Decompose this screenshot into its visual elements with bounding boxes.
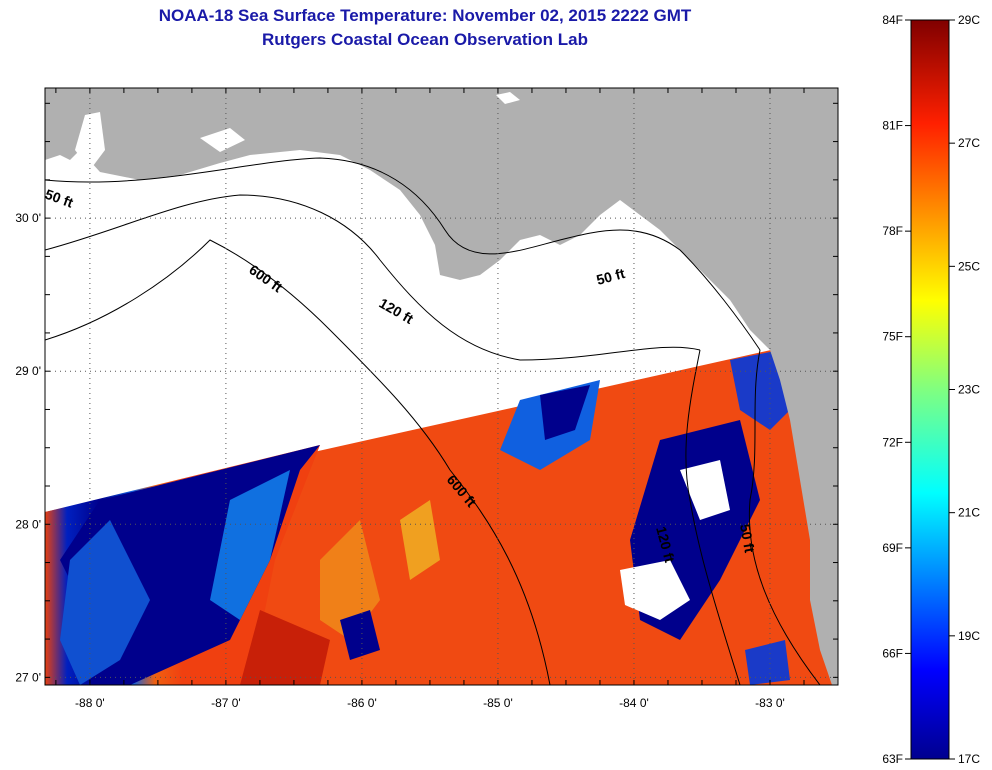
title-block: NOAA-18 Sea Surface Temperature: Novembe… — [40, 4, 810, 52]
map-title: NOAA-18 Sea Surface Temperature: Novembe… — [158, 6, 692, 25]
land-mass — [45, 88, 838, 685]
colorbar-celsius-label: 27C — [958, 136, 980, 150]
colorbar-fahrenheit-label: 69F — [882, 541, 903, 555]
map-subtitle: Rutgers Coastal Ocean Observation Lab — [262, 30, 588, 49]
colorbar: 29C 27C 25C 23C 21C 19C 17C 84F 81F 78F 75F 72F 69F 6… — [882, 13, 980, 766]
map-grid — [45, 88, 838, 685]
bathymetry-contours — [45, 157, 821, 685]
colorbar-celsius-label: 21C — [958, 506, 980, 520]
lat-tick-label: 28 0' — [15, 517, 41, 531]
colorbar-celsius-label: 29C — [958, 13, 980, 27]
lon-tick-label: -88 0' — [75, 696, 105, 710]
lat-tick-label: 30 0' — [15, 211, 41, 225]
contour-label-50ft-bigbend: 50 ft — [595, 265, 627, 288]
colorbar-fahrenheit-label: 66F — [882, 646, 903, 660]
colorbar-celsius-label: 19C — [958, 629, 980, 643]
lon-tick-label: -87 0' — [211, 696, 241, 710]
colorbar-fahrenheit-label: 63F — [882, 752, 903, 766]
sst-swath — [45, 348, 838, 685]
lat-tick-label: 27 0' — [15, 670, 41, 684]
contour-label-50ft-south: 50 ft — [737, 523, 758, 554]
map-area — [45, 88, 838, 685]
lon-tick-label: -84 0' — [619, 696, 649, 710]
colorbar-fahrenheit-label: 81F — [882, 119, 903, 133]
colorbar-fahrenheit-label: 75F — [882, 330, 903, 344]
colorbar-gradient — [910, 19, 950, 760]
colorbar-celsius-label: 23C — [958, 383, 980, 397]
colorbar-fahrenheit-label: 72F — [882, 435, 903, 449]
axis-ticks: -88 0' -87 0' -86 0' -85 0' -84 0' -83 0' 30 0… — [15, 88, 839, 710]
lon-tick-label: -83 0' — [755, 696, 785, 710]
colorbar-fahrenheit-label: 84F — [882, 13, 903, 27]
lon-tick-label: -86 0' — [347, 696, 377, 710]
map-frame — [44, 87, 839, 686]
lon-tick-label: -85 0' — [483, 696, 513, 710]
colorbar-fahrenheit-label: 78F — [882, 224, 903, 238]
colorbar-celsius-label: 25C — [958, 259, 980, 273]
colorbar-celsius-label: 17C — [958, 752, 980, 766]
lat-tick-label: 29 0' — [15, 364, 41, 378]
